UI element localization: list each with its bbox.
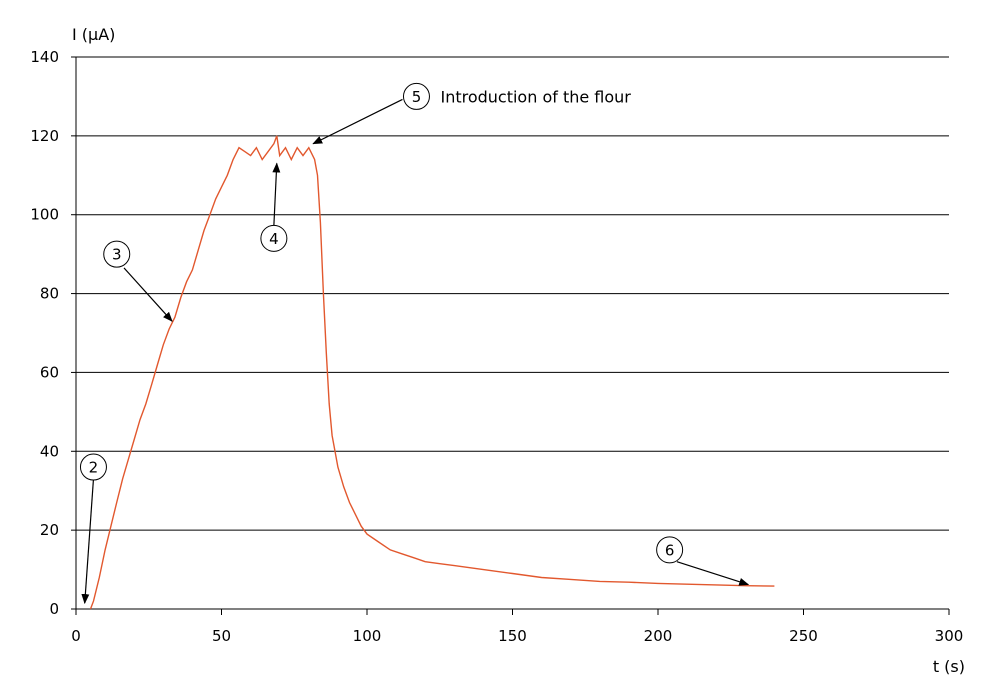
annotation-number: 4 bbox=[269, 230, 279, 248]
annotation-4: 4 bbox=[260, 162, 288, 252]
annotation-arrow bbox=[81, 479, 95, 605]
annotation-2: 2 bbox=[79, 453, 107, 605]
x-tick-label: 300 bbox=[935, 627, 964, 645]
y-tick-label: 140 bbox=[30, 48, 59, 66]
annotation-circle bbox=[402, 82, 430, 110]
current-series-line bbox=[89, 135, 775, 610]
axes bbox=[71, 56, 950, 615]
y-tick-label: 60 bbox=[40, 363, 59, 381]
annotation-number: 6 bbox=[665, 541, 675, 559]
x-tick-label: 250 bbox=[789, 627, 818, 645]
x-tick-label: 50 bbox=[212, 627, 231, 645]
annotation-circle bbox=[260, 224, 288, 252]
annotation-arrow bbox=[272, 162, 281, 226]
annotation-circle bbox=[103, 240, 131, 268]
annotation-circle bbox=[79, 453, 107, 481]
annotation-6: 6 bbox=[656, 536, 750, 586]
grid-lines bbox=[76, 56, 949, 531]
y-tick-label: 120 bbox=[30, 127, 59, 145]
x-tick-label: 0 bbox=[71, 627, 81, 645]
x-tick-label: 100 bbox=[353, 627, 382, 645]
x-tick-label: 200 bbox=[644, 627, 673, 645]
annotations: 2 3 4 5 Introduction of the flour 6 bbox=[79, 82, 750, 605]
x-tick-label: 150 bbox=[498, 627, 527, 645]
annotation-3: 3 bbox=[103, 240, 173, 322]
annotation-number: 2 bbox=[89, 459, 99, 477]
annotation-circle bbox=[656, 536, 684, 564]
y-tick-label: 100 bbox=[30, 206, 59, 224]
y-tick-label: 0 bbox=[49, 600, 59, 618]
y-tick-label: 40 bbox=[40, 442, 59, 460]
annotation-note: Introduction of the flour bbox=[440, 87, 631, 106]
annotation-number: 5 bbox=[412, 88, 422, 106]
annotation-number: 3 bbox=[112, 246, 122, 264]
annotation-5: 5 Introduction of the flour bbox=[312, 82, 631, 145]
tick-labels: 0 20 40 60 80 100 120 140 0 50 100 150 200 250 300 bbox=[30, 48, 963, 645]
annotation-arrow bbox=[676, 561, 750, 586]
annotation-arrow bbox=[312, 98, 403, 145]
x-axis-title: t (s) bbox=[933, 657, 965, 676]
y-tick-label: 80 bbox=[40, 285, 59, 303]
y-axis-title: I (µA) bbox=[72, 25, 115, 44]
y-tick-label: 20 bbox=[40, 521, 59, 539]
annotation-arrow bbox=[123, 267, 173, 322]
